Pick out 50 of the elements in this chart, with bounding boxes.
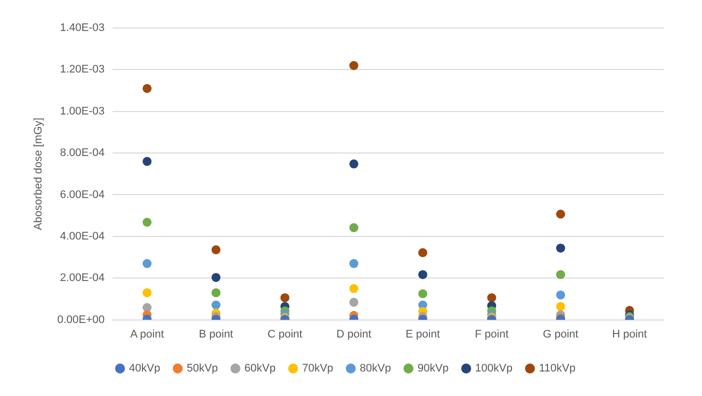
x-tick-label: A point [130, 328, 164, 340]
point [487, 293, 496, 302]
point [556, 290, 566, 300]
y-tick-label: 2.00E-04 [60, 272, 105, 284]
x-tick-label: F point [474, 328, 509, 340]
point [418, 248, 428, 258]
point [418, 289, 428, 298]
point [349, 259, 358, 268]
x-tick-label: C point [267, 328, 302, 340]
point [349, 284, 358, 294]
legend-label: 100kVp [475, 362, 512, 375]
point [142, 84, 152, 93]
point [349, 223, 358, 232]
point [211, 288, 220, 298]
y-tick-label: 6.00E-04 [60, 188, 105, 201]
x-tick-label: H point [612, 328, 647, 340]
y-axis-title: Abosorbed dose [mGy] [32, 118, 45, 230]
point [556, 210, 566, 219]
point [418, 270, 428, 280]
point [142, 259, 152, 268]
point [142, 288, 152, 298]
point [211, 245, 220, 254]
point [556, 302, 566, 311]
y-tick-label: 8.00E-04 [60, 147, 105, 160]
x-tick-label: D point [336, 328, 372, 340]
legend-label: 70kVp [302, 362, 334, 375]
legend-label: 50kVp [186, 362, 218, 375]
y-tick-label: 1.00E-03 [60, 105, 105, 118]
point [349, 298, 358, 307]
y-tick-label: 4.00E-04 [60, 230, 105, 242]
x-tick-label: B point [198, 328, 234, 340]
point [211, 300, 220, 310]
legend-label: 110kVp [538, 362, 576, 375]
x-tick-label: E point [406, 328, 440, 340]
point [556, 244, 566, 253]
point [349, 61, 358, 70]
y-tick-label: 0.00E+00 [57, 314, 105, 326]
legend-label: 60kVp [244, 362, 276, 375]
point [211, 272, 220, 282]
legend-label: 80kVp [360, 362, 391, 375]
point [142, 156, 152, 166]
y-tick-label: 1.40E-03 [60, 22, 105, 34]
point [280, 293, 290, 302]
point [142, 218, 152, 227]
y-tick-label: 1.20E-03 [60, 64, 105, 76]
legend-label: 90kVp [417, 362, 449, 375]
x-tick-label: G point [542, 328, 578, 340]
point [556, 270, 566, 280]
legend-label: 40kVp [129, 362, 160, 375]
point [349, 159, 358, 168]
